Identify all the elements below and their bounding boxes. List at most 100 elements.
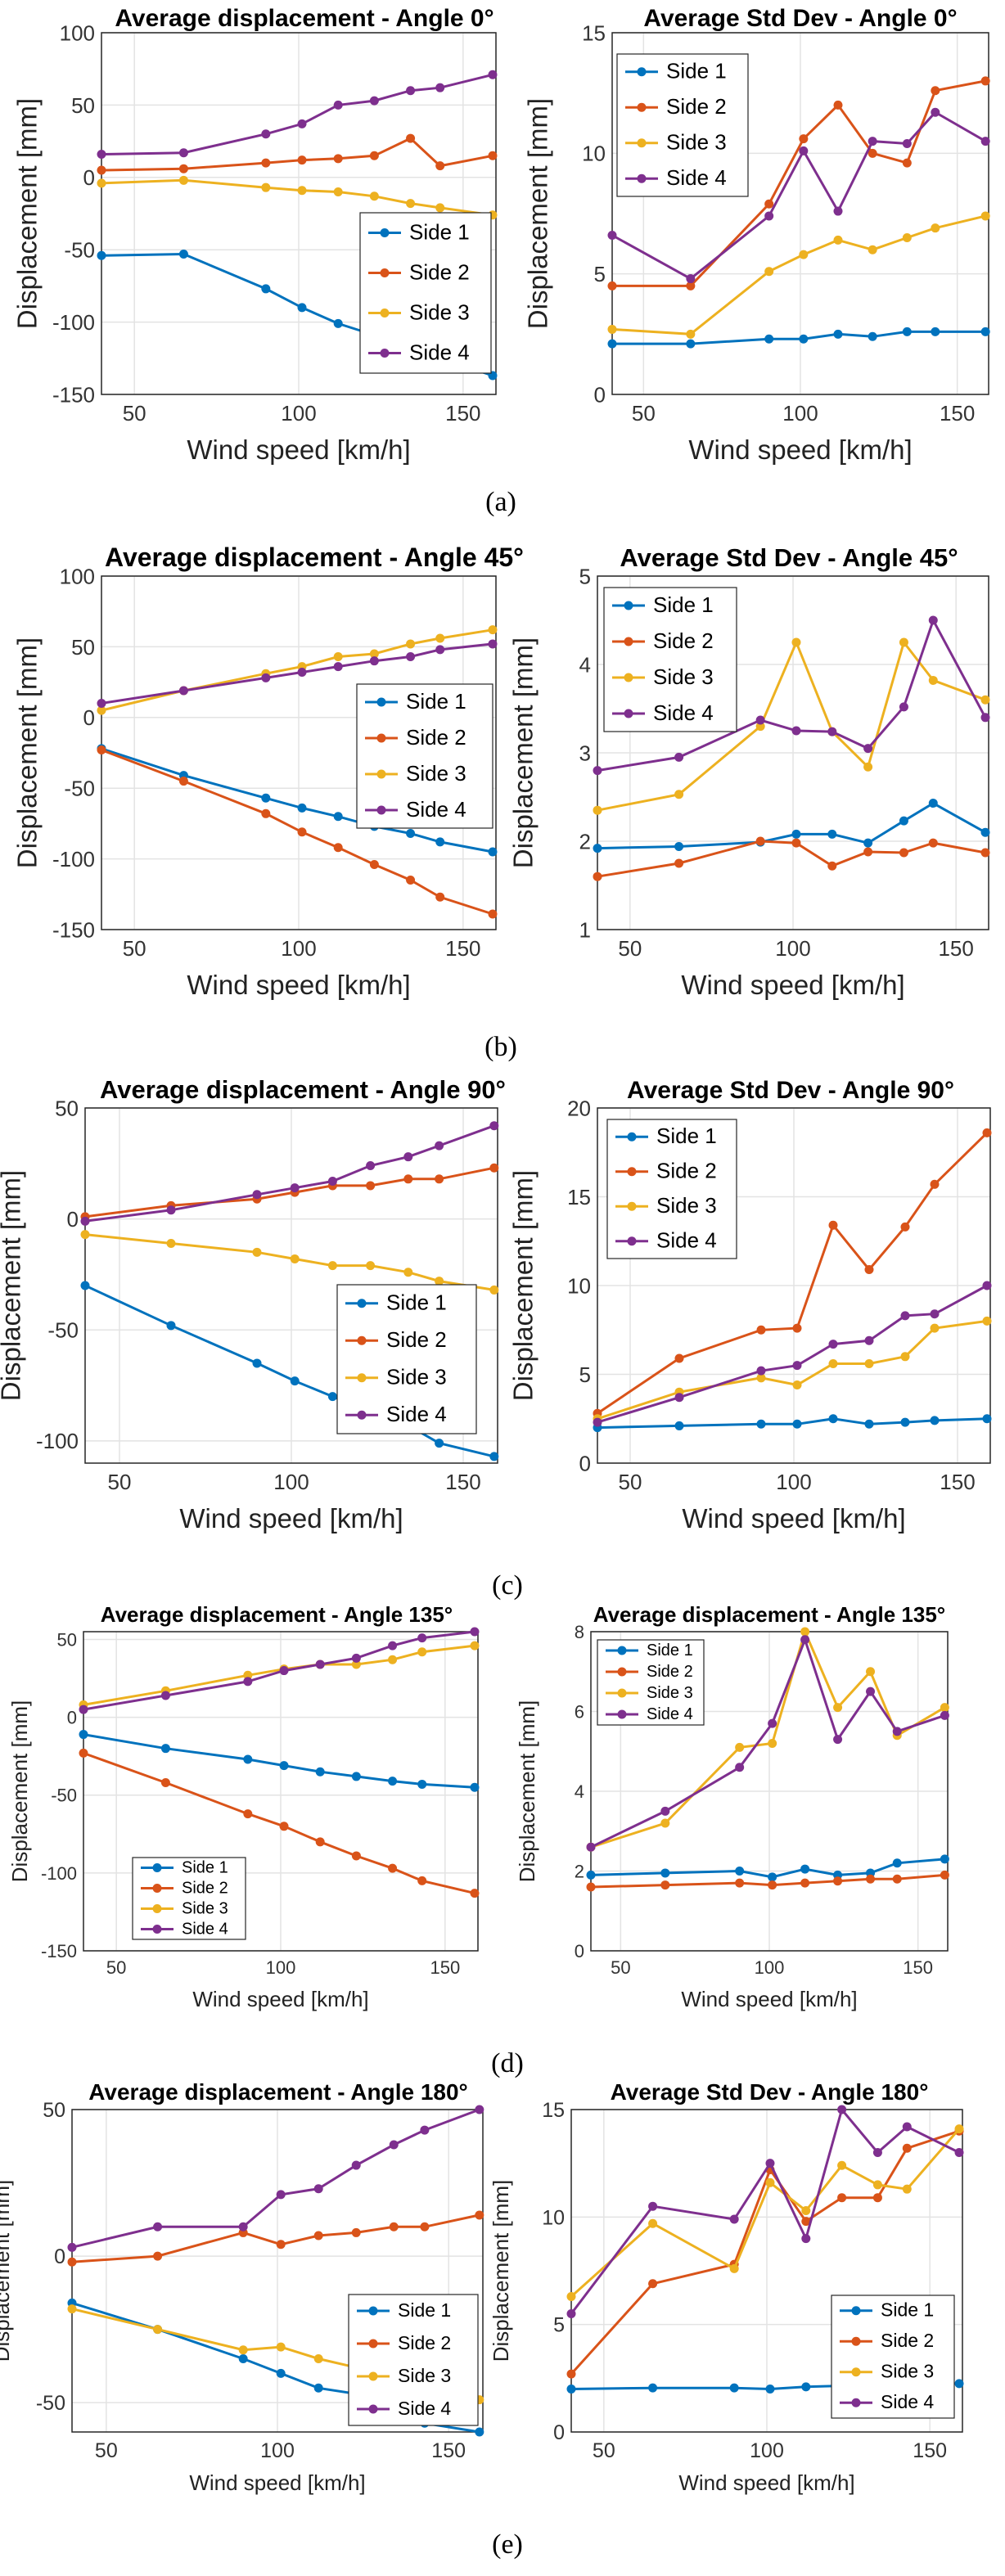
data-point: [764, 334, 774, 344]
data-point: [566, 2292, 576, 2302]
data-point: [755, 722, 765, 732]
data-point: [648, 2201, 658, 2211]
data-point: [674, 1421, 684, 1430]
legend-entry: Side 3: [409, 299, 470, 324]
data-point: [470, 1627, 480, 1637]
data-point: [79, 1705, 88, 1714]
data-point: [791, 829, 801, 839]
data-point: [940, 1854, 949, 1864]
x-tick-label: 150: [445, 936, 480, 961]
data-point: [406, 651, 416, 661]
y-tick-label: 15: [542, 2099, 565, 2122]
x-tick-label: 100: [755, 1957, 785, 1978]
y-axis-label: Displacement [mm]: [515, 1700, 539, 1883]
y-tick-label: -150: [41, 1941, 77, 1961]
panel-caption: (e): [492, 2529, 523, 2560]
series-2: [593, 836, 990, 881]
data-point: [686, 281, 696, 290]
legend-marker: [380, 228, 390, 237]
data-point: [389, 2140, 399, 2150]
data-point: [369, 96, 379, 106]
data-point: [406, 639, 416, 649]
series-4: [586, 1635, 949, 1852]
data-point: [160, 1691, 170, 1700]
legend-box: [597, 1639, 705, 1726]
data-point: [735, 1742, 745, 1752]
data-point: [313, 2383, 323, 2393]
data-point: [980, 827, 990, 837]
chart-9: Average displacement - Angle 180° 50 100 15…: [0, 2079, 484, 2495]
legend-entry: Side 4: [398, 2398, 451, 2419]
data-point: [475, 2105, 484, 2114]
legend-marker: [617, 1688, 627, 1698]
data-point: [313, 2353, 323, 2363]
y-axis-label: Displacement [mm]: [7, 1700, 32, 1883]
data-point: [756, 1325, 766, 1335]
legend-marker: [851, 2336, 861, 2346]
data-point: [261, 158, 271, 168]
legend-box: [831, 2295, 955, 2419]
data-point: [388, 1863, 398, 1873]
legend-entry: Side 4: [386, 1402, 447, 1426]
x-tick-label: 150: [940, 1470, 975, 1494]
data-point: [801, 2217, 811, 2227]
chart-4: Average Std Dev - Angle 45° 50 100 150 1 2 3 4 5…: [507, 543, 990, 1000]
data-point: [178, 175, 188, 185]
x-tick-label: 50: [108, 1470, 132, 1494]
chart-title: Average displacement - Angle 135°: [593, 1602, 945, 1627]
data-point: [489, 1285, 499, 1295]
data-point: [475, 2210, 484, 2220]
legend-entry: Side 1: [881, 2299, 934, 2321]
data-point: [863, 847, 873, 857]
legend-entry: Side 1: [653, 592, 714, 617]
data-point: [899, 848, 908, 858]
data-point: [593, 766, 602, 776]
y-tick-label: 5: [594, 262, 606, 286]
data-point: [403, 1152, 413, 1162]
data-point: [982, 1316, 992, 1326]
data-point: [833, 235, 843, 245]
data-point: [315, 1660, 325, 1669]
legend-marker: [380, 268, 390, 277]
legend-entry: Side 1: [656, 1124, 717, 1148]
data-point: [369, 860, 379, 870]
chart-title: Average Std Dev - Angle 0°: [643, 5, 957, 32]
legend-marker: [617, 1667, 627, 1677]
data-point: [660, 1868, 670, 1878]
data-point: [828, 1358, 838, 1368]
y-tick-label: 50: [57, 1629, 77, 1650]
y-tick-label: 8: [575, 1622, 584, 1642]
data-point: [276, 2342, 286, 2352]
data-point: [931, 327, 940, 336]
y-tick-label: 50: [55, 1096, 79, 1120]
data-point: [980, 713, 990, 723]
data-point: [833, 1876, 843, 1886]
series-4: [607, 107, 990, 284]
data-point: [863, 744, 873, 754]
x-tick-label: 50: [123, 936, 146, 961]
legend-entry: Side 4: [881, 2391, 934, 2412]
legend-entry: Side 3: [656, 1193, 717, 1218]
legend-entry: Side 3: [398, 2365, 451, 2386]
y-tick-label: 0: [83, 705, 95, 730]
legend-entry: Side 2: [881, 2330, 934, 2351]
legend-box: [603, 587, 737, 732]
data-point: [333, 843, 343, 853]
data-point: [470, 1889, 480, 1898]
data-point: [607, 339, 617, 349]
data-point: [900, 1417, 910, 1427]
y-tick-label: -50: [64, 238, 95, 263]
data-point: [80, 1230, 90, 1240]
chart-3: Average displacement - Angle 45° 50 100 150…: [11, 543, 524, 1000]
y-tick-label: 10: [582, 142, 606, 166]
data-point: [406, 828, 416, 838]
y-tick-label: 2: [579, 829, 591, 853]
chart-title: Average displacement - Angle 45°: [105, 543, 524, 572]
legend: Side 1 Side 2 Side 3 Side 4: [356, 683, 493, 829]
x-tick-label: 50: [632, 401, 656, 426]
legend-entry: Side 1: [406, 689, 466, 714]
data-point: [435, 645, 445, 655]
data-point: [297, 119, 307, 128]
y-tick-label: 2: [575, 1861, 584, 1881]
data-point: [261, 673, 271, 682]
